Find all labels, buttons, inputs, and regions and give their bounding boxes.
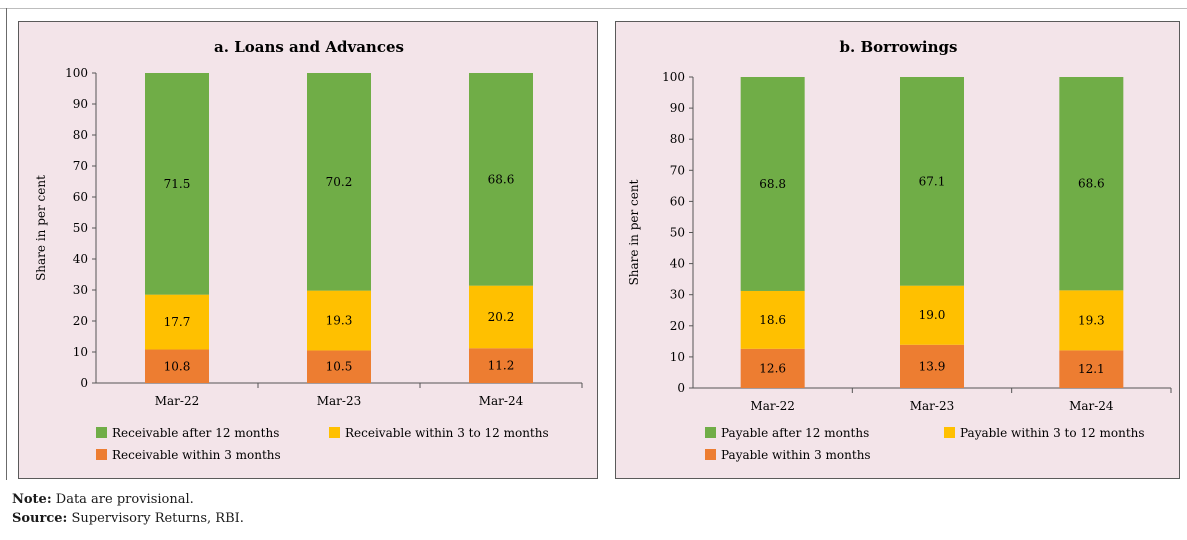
bar-payable-after-12-months-mar-22 xyxy=(740,77,805,291)
bar-payable-within-3-to-12-months-mar-22 xyxy=(740,290,805,349)
x-tick-label-mar-23: Mar-23 xyxy=(910,399,955,413)
data-label-payable-within-3-to-12-months-mar-22: 18.6 xyxy=(759,313,786,327)
chart-loans-and-advances: a. Loans and Advances 0 10 20 30 40 50 60 70 80 90… xyxy=(34,38,583,462)
bar-receivable-within-3-to-12-months-mar-22 xyxy=(145,294,209,350)
bar-payable-after-12-months-mar-24 xyxy=(1059,77,1124,291)
y-tick-label: 60 xyxy=(73,190,88,204)
data-label-payable-after-12-months-mar-22: 68.8 xyxy=(759,177,786,191)
legend-label-receivable-within-3-to-12-months: Receivable within 3 to 12 months xyxy=(345,426,549,440)
bar-payable-within-3-months-mar-24 xyxy=(1059,350,1124,388)
legend-swatch-receivable-within-3-months xyxy=(96,449,107,460)
legend-swatch-receivable-after-12-months xyxy=(96,427,107,438)
data-label-receivable-after-12-months-mar-22: 71.5 xyxy=(164,177,191,191)
y-tick-label: 0 xyxy=(80,376,88,390)
legend-swatch-payable-after-12-months xyxy=(705,427,716,438)
chart-panel-borrowings: b. Borrowings 0 10 20 30 40 50 60 70 80 90 100 Share… xyxy=(615,21,1180,479)
y-tick-label: 10 xyxy=(73,345,88,359)
bar-payable-after-12-months-mar-23 xyxy=(900,77,964,286)
x-tick-label-mar-22: Mar-22 xyxy=(750,399,795,413)
y-tick-label: 30 xyxy=(73,283,88,297)
note-label: Note: xyxy=(12,492,52,507)
x-tick-label-mar-24: Mar-24 xyxy=(1069,399,1114,413)
data-label-receivable-within-3-months-mar-23: 10.5 xyxy=(326,360,353,374)
data-label-receivable-within-3-months-mar-22: 10.8 xyxy=(164,359,191,373)
y-tick-label: 20 xyxy=(670,319,685,333)
bar-receivable-after-12-months-mar-22 xyxy=(145,73,209,295)
chart-notes: Note: Data are provisional. Source: Supe… xyxy=(12,490,244,528)
y-tick-label: 20 xyxy=(73,314,88,328)
legend-label-payable-within-3-to-12-months: Payable within 3 to 12 months xyxy=(960,426,1145,440)
y-tick-label: 70 xyxy=(670,163,685,177)
x-tick-label-mar-22: Mar-22 xyxy=(155,394,200,408)
note-line: Note: Data are provisional. xyxy=(12,490,244,509)
y-axis-label: Share in per cent xyxy=(34,175,48,281)
legend-label-payable-within-3-months: Payable within 3 months xyxy=(721,448,871,462)
source-text: Supervisory Returns, RBI. xyxy=(71,511,244,526)
data-label-payable-within-3-months-mar-24: 12.1 xyxy=(1078,362,1105,376)
data-label-receivable-within-3-to-12-months-mar-24: 20.2 xyxy=(488,310,515,324)
y-tick-label: 40 xyxy=(670,257,685,271)
note-text: Data are provisional. xyxy=(55,492,194,507)
y-tick-label: 40 xyxy=(73,252,88,266)
data-label-receivable-after-12-months-mar-23: 70.2 xyxy=(326,175,353,189)
chart-borrowings: b. Borrowings 0 10 20 30 40 50 60 70 80 90 100 Share… xyxy=(627,38,1172,462)
source-label: Source: xyxy=(12,511,68,526)
bar-receivable-within-3-months-mar-22 xyxy=(145,349,209,383)
legend-swatch-receivable-within-3-to-12-months xyxy=(329,427,340,438)
legend-swatch-payable-within-3-months xyxy=(705,449,716,460)
bar-payable-within-3-months-mar-22 xyxy=(740,348,805,388)
data-label-receivable-within-3-to-12-months-mar-23: 19.3 xyxy=(326,314,353,328)
bar-receivable-after-12-months-mar-23 xyxy=(307,73,371,291)
y-tick-label: 100 xyxy=(65,66,88,80)
bar-payable-within-3-to-12-months-mar-24 xyxy=(1059,290,1124,351)
bar-payable-within-3-to-12-months-mar-23 xyxy=(900,285,964,345)
left-rule xyxy=(6,8,7,480)
data-label-payable-after-12-months-mar-24: 68.6 xyxy=(1078,177,1105,191)
y-tick-label: 0 xyxy=(677,381,685,395)
y-tick-label: 80 xyxy=(73,128,88,142)
bar-receivable-within-3-months-mar-24 xyxy=(469,348,533,383)
y-tick-label: 80 xyxy=(670,132,685,146)
data-label-receivable-within-3-months-mar-24: 11.2 xyxy=(488,359,515,373)
bar-receivable-within-3-months-mar-23 xyxy=(307,350,371,383)
data-label-payable-after-12-months-mar-23: 67.1 xyxy=(919,174,946,188)
data-label-payable-within-3-months-mar-23: 13.9 xyxy=(919,359,946,373)
y-tick-label: 10 xyxy=(670,350,685,364)
data-label-receivable-after-12-months-mar-24: 68.6 xyxy=(488,172,515,186)
data-label-payable-within-3-to-12-months-mar-23: 19.0 xyxy=(919,308,946,322)
legend-swatch-payable-within-3-to-12-months xyxy=(944,427,955,438)
y-tick-label: 90 xyxy=(73,97,88,111)
chart-panel-loans-and-advances: a. Loans and Advances 0 10 20 30 40 50 60 70 80 90… xyxy=(18,21,598,479)
bar-receivable-after-12-months-mar-24 xyxy=(469,73,533,286)
y-tick-label: 50 xyxy=(73,221,88,235)
bar-receivable-within-3-to-12-months-mar-24 xyxy=(469,285,533,349)
top-rule xyxy=(0,8,1187,9)
chart-title: b. Borrowings xyxy=(840,38,958,56)
y-tick-label: 100 xyxy=(662,70,685,84)
y-axis-label: Share in per cent xyxy=(627,179,641,285)
chart-title: a. Loans and Advances xyxy=(214,38,404,56)
x-tick-label-mar-24: Mar-24 xyxy=(479,394,524,408)
data-label-receivable-within-3-to-12-months-mar-22: 17.7 xyxy=(164,315,191,329)
y-tick-label: 50 xyxy=(670,226,685,240)
y-tick-label: 60 xyxy=(670,194,685,208)
legend-label-receivable-within-3-months: Receivable within 3 months xyxy=(112,448,281,462)
data-label-payable-within-3-to-12-months-mar-24: 19.3 xyxy=(1078,313,1105,327)
data-label-payable-within-3-months-mar-22: 12.6 xyxy=(759,361,786,375)
x-tick-label-mar-23: Mar-23 xyxy=(317,394,362,408)
y-tick-label: 30 xyxy=(670,288,685,302)
bar-receivable-within-3-to-12-months-mar-23 xyxy=(307,290,371,351)
legend-label-receivable-after-12-months: Receivable after 12 months xyxy=(112,426,279,440)
y-tick-label: 90 xyxy=(670,101,685,115)
legend-label-payable-after-12-months: Payable after 12 months xyxy=(721,426,869,440)
y-tick-label: 70 xyxy=(73,159,88,173)
source-line: Source: Supervisory Returns, RBI. xyxy=(12,509,244,528)
bar-payable-within-3-months-mar-23 xyxy=(900,344,964,388)
